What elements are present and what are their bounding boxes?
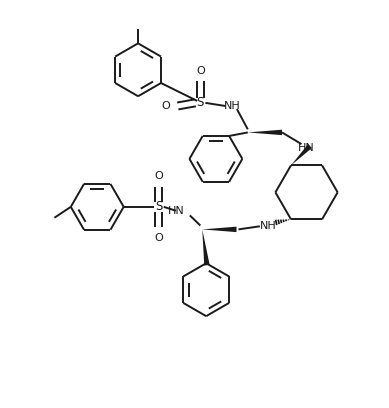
Text: O: O	[162, 101, 170, 111]
Text: HN: HN	[298, 143, 315, 153]
Text: NH: NH	[224, 101, 241, 111]
Text: O: O	[154, 233, 163, 243]
Text: NH: NH	[260, 221, 277, 231]
Polygon shape	[202, 229, 210, 266]
Polygon shape	[202, 227, 237, 232]
Polygon shape	[248, 130, 282, 135]
Text: O: O	[196, 66, 205, 75]
Text: HN: HN	[168, 206, 185, 216]
Text: O: O	[154, 171, 163, 181]
Polygon shape	[291, 144, 312, 165]
Text: S: S	[197, 96, 204, 109]
Text: S: S	[155, 200, 162, 213]
